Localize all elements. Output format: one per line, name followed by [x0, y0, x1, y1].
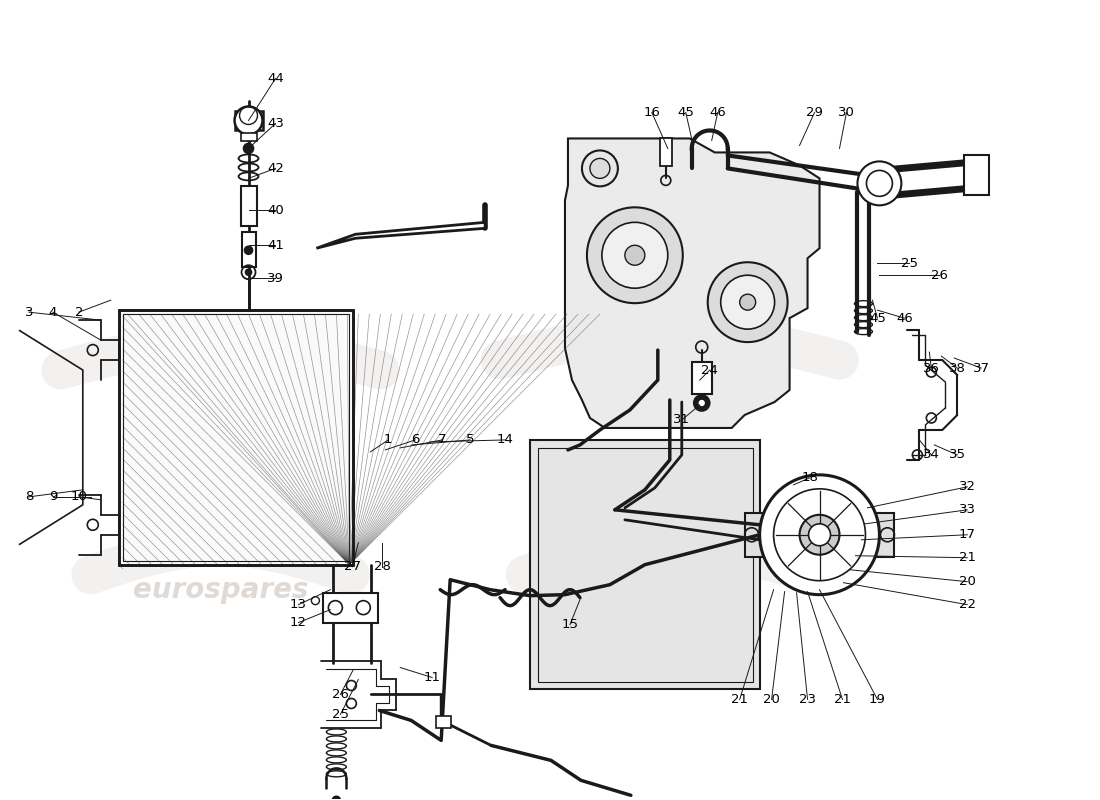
Circle shape: [625, 246, 645, 266]
Text: 21: 21: [959, 551, 976, 564]
Text: 26: 26: [931, 269, 948, 282]
Bar: [234, 110, 263, 130]
Circle shape: [694, 395, 710, 411]
Circle shape: [602, 222, 668, 288]
Bar: [965, 155, 989, 195]
Bar: [538, 448, 752, 682]
Text: 28: 28: [374, 560, 390, 574]
Text: eurospares: eurospares: [582, 576, 758, 604]
Circle shape: [582, 150, 618, 186]
Text: 8: 8: [24, 490, 33, 503]
Text: eurospares: eurospares: [582, 376, 758, 404]
Circle shape: [234, 106, 263, 134]
Circle shape: [590, 158, 609, 178]
Circle shape: [243, 143, 253, 154]
Text: 9: 9: [48, 490, 57, 503]
Circle shape: [332, 796, 340, 800]
Text: 17: 17: [959, 528, 976, 542]
Text: 43: 43: [267, 117, 284, 130]
Bar: [241, 134, 256, 142]
Text: 20: 20: [959, 575, 976, 588]
Bar: [745, 513, 894, 557]
Text: 42: 42: [267, 162, 284, 175]
Text: 2: 2: [75, 306, 84, 318]
Text: 25: 25: [901, 257, 917, 270]
Text: 37: 37: [972, 362, 990, 374]
Text: 6: 6: [411, 434, 419, 446]
Text: 30: 30: [838, 106, 855, 119]
Circle shape: [800, 515, 839, 554]
Text: 14: 14: [496, 434, 514, 446]
Circle shape: [720, 275, 774, 329]
Text: 11: 11: [424, 671, 441, 684]
Text: 39: 39: [267, 272, 284, 285]
Text: 46: 46: [710, 106, 726, 119]
Text: 46: 46: [896, 312, 913, 325]
Polygon shape: [317, 206, 485, 248]
Bar: [692, 362, 712, 394]
Text: 38: 38: [949, 362, 966, 374]
Text: 45: 45: [869, 312, 886, 325]
Text: 12: 12: [290, 616, 307, 629]
Text: 31: 31: [673, 414, 691, 426]
Text: 27: 27: [344, 560, 361, 574]
Text: 1: 1: [384, 434, 393, 446]
Text: 4: 4: [48, 306, 57, 318]
Circle shape: [245, 270, 252, 275]
Polygon shape: [565, 138, 820, 428]
Text: 16: 16: [644, 106, 660, 119]
Text: 25: 25: [332, 708, 349, 721]
Text: 22: 22: [959, 598, 976, 611]
Circle shape: [587, 207, 683, 303]
Circle shape: [707, 262, 788, 342]
Text: 23: 23: [799, 693, 816, 706]
Bar: [660, 138, 672, 166]
Text: 19: 19: [869, 693, 886, 706]
Circle shape: [697, 399, 706, 407]
Bar: [437, 717, 451, 729]
Text: eurospares: eurospares: [133, 576, 308, 604]
Circle shape: [760, 475, 879, 594]
Circle shape: [739, 294, 756, 310]
Text: 45: 45: [678, 106, 694, 119]
Circle shape: [858, 162, 901, 206]
Text: 33: 33: [959, 503, 976, 516]
Text: 36: 36: [923, 362, 939, 374]
Text: 18: 18: [801, 471, 818, 484]
Text: 20: 20: [763, 693, 780, 706]
Bar: [242, 232, 255, 267]
Text: 34: 34: [923, 449, 939, 462]
Text: 35: 35: [949, 449, 966, 462]
Text: 13: 13: [290, 598, 307, 611]
Text: 40: 40: [267, 204, 284, 217]
Bar: [241, 186, 256, 226]
Text: 21: 21: [834, 693, 851, 706]
Text: 5: 5: [466, 434, 474, 446]
Circle shape: [808, 524, 830, 546]
Text: 3: 3: [24, 306, 33, 318]
Bar: [323, 593, 378, 622]
Text: 10: 10: [70, 490, 87, 503]
Text: 24: 24: [702, 363, 718, 377]
Text: 21: 21: [732, 693, 748, 706]
Text: eurospares: eurospares: [133, 376, 308, 404]
Text: 15: 15: [561, 618, 579, 631]
Text: 7: 7: [438, 434, 447, 446]
Bar: [123, 314, 350, 561]
Bar: [530, 440, 760, 690]
Circle shape: [244, 246, 253, 254]
Text: 32: 32: [959, 480, 976, 494]
Bar: [119, 310, 353, 565]
Text: 44: 44: [267, 72, 284, 85]
Text: 26: 26: [332, 688, 349, 701]
Text: 41: 41: [267, 238, 284, 252]
Text: 29: 29: [806, 106, 823, 119]
